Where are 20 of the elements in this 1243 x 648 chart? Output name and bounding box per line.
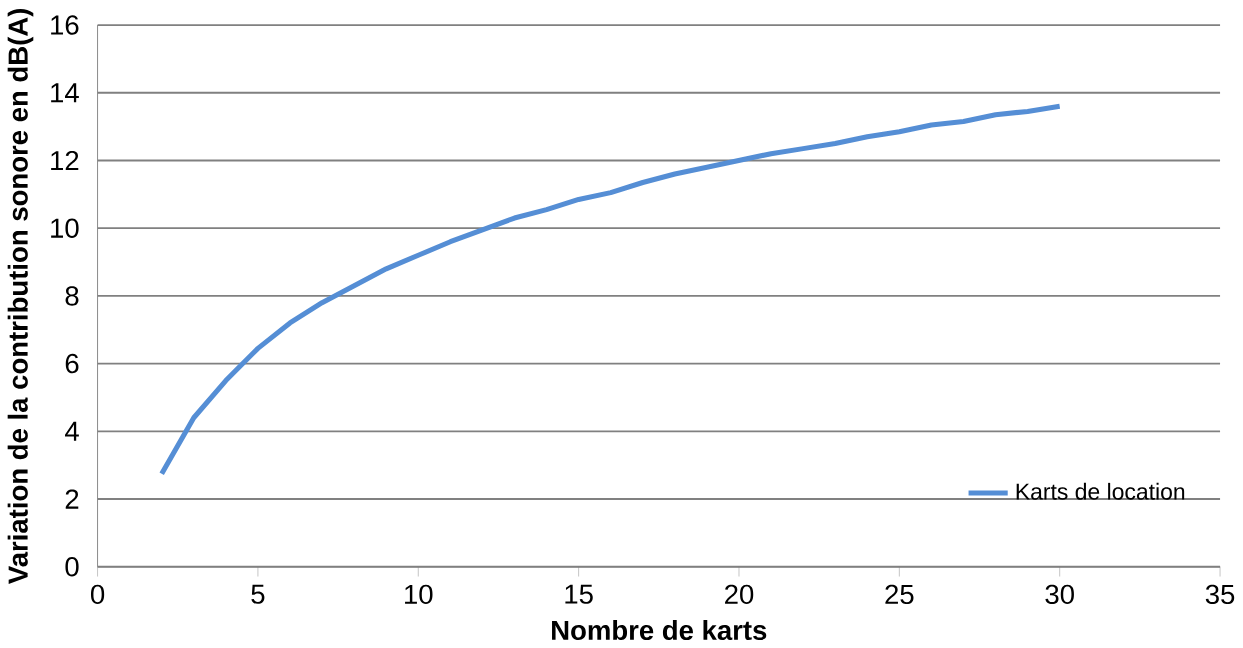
- y-tick-label: 6: [65, 354, 79, 374]
- y-tick-label: 0: [65, 557, 79, 577]
- y-tick-label: 2: [65, 489, 79, 509]
- x-axis-title: Nombre de karts: [552, 620, 767, 641]
- y-tick-label: 8: [65, 286, 79, 306]
- y-tick-label: 10: [51, 218, 79, 239]
- y-axis-title: Variation de la contribution sonore en dB(A): [7, 9, 34, 585]
- x-tick-label: 15: [565, 584, 593, 604]
- legend-label: Karts de location: [1016, 483, 1185, 500]
- x-tick-label: 10: [405, 584, 433, 605]
- y-tick-label: 14: [51, 83, 79, 103]
- x-tick-label: 0: [90, 584, 105, 605]
- x-tick-label: 20: [725, 584, 754, 605]
- x-tick-label: 35: [1205, 584, 1235, 605]
- y-tick-label: 12: [51, 151, 79, 171]
- x-tick-label: 25: [885, 584, 914, 605]
- y-tick-label: 4: [65, 422, 79, 441]
- y-tick-label: 16: [51, 15, 79, 35]
- x-tick-label: 30: [1045, 584, 1074, 605]
- x-tick-label: 5: [251, 584, 265, 604]
